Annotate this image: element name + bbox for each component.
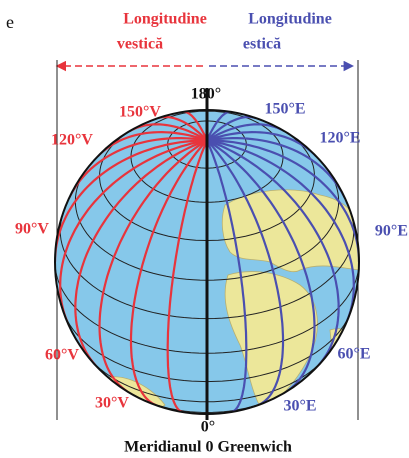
east-meridian [206,139,340,366]
east-meridian [206,130,317,157]
caption: Meridianul 0 Greenwich [124,439,292,456]
west-label: 150°V [119,104,161,121]
east-heading: Longitudine [248,11,332,28]
corner-text: e [6,12,14,32]
west-label: 30°V [95,395,129,412]
west-meridian [98,139,208,393]
west-meridian [74,139,208,366]
west-meridian [157,115,208,142]
east-meridian [206,139,359,263]
east-meridian [205,139,248,414]
west-label: 60°V [45,347,79,364]
west-meridian [129,139,208,407]
west-meridian [129,123,208,142]
meridian-label: 180° [191,86,221,103]
west-meridian [183,110,208,141]
east-meridian [206,110,231,141]
east-label: 60°E [337,346,370,363]
east-meridian [206,115,257,142]
east-label: 150°E [264,101,305,118]
west-meridian [59,139,208,323]
east-heading: estică [243,36,281,53]
west-label: 120°V [51,132,93,149]
east-label: 120°E [319,130,360,147]
east-label: 30°E [283,398,316,415]
west-heading: vestică [117,36,163,53]
west-meridian [68,137,208,199]
west-heading: Longitudine [123,11,207,28]
west-meridian [97,130,208,157]
west-meridian [55,139,208,263]
east-label: 90°E [375,223,408,240]
west-meridian [166,139,209,414]
east-meridian [206,139,355,323]
west-label: 90°V [15,221,49,238]
land-africa [224,271,318,411]
east-meridian [206,123,285,142]
east-meridian [206,137,346,199]
meridian-label: 0° [201,419,215,436]
east-meridian [206,139,316,393]
east-meridian [206,139,285,407]
